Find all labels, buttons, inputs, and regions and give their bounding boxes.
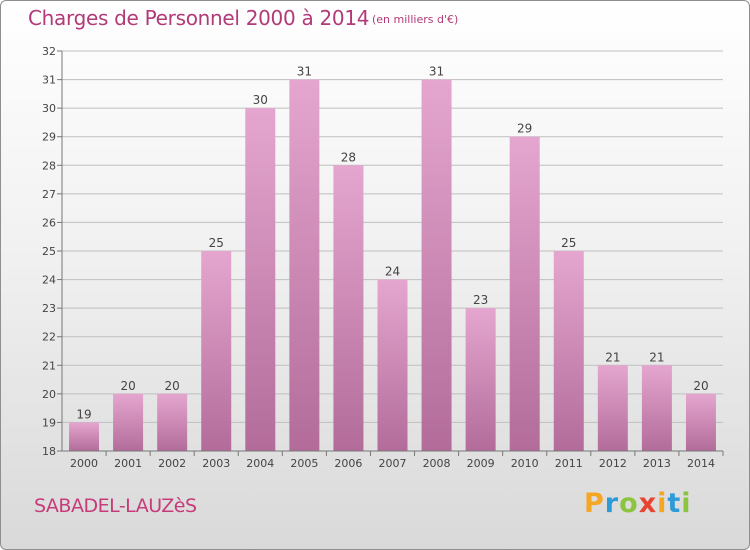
labels: 19 20 20 25 30 31 28 24 31 23 29 25 21 21 20 <box>76 65 708 422</box>
logo-letter: x <box>638 488 658 519</box>
data-label: 21 <box>649 350 664 364</box>
y-tick-label: 20 <box>42 388 56 401</box>
data-label: 20 <box>693 379 708 393</box>
x-tick-label: 2013 <box>643 457 671 470</box>
bars <box>69 79 716 452</box>
bar <box>245 108 276 452</box>
data-label: 19 <box>76 407 91 421</box>
data-label: 25 <box>209 236 224 250</box>
chart-subtitle: (en milliers d'€) <box>372 13 459 26</box>
bar <box>377 279 408 451</box>
logo-letter: P <box>584 488 605 519</box>
x-tick-label: 2005 <box>290 457 318 470</box>
bar <box>289 79 320 452</box>
data-label: 28 <box>341 150 356 164</box>
x-tick-label: 2006 <box>334 457 362 470</box>
bar <box>157 393 188 451</box>
data-label: 20 <box>120 379 135 393</box>
logo-letter: r <box>604 488 620 519</box>
y-tick-label: 27 <box>42 188 56 201</box>
bar <box>509 136 540 451</box>
bar <box>597 365 628 451</box>
y-tick-label: 30 <box>42 102 56 115</box>
data-label: 21 <box>605 350 620 364</box>
logo-letter: t <box>667 488 682 519</box>
chart-title: Charges de Personnel 2000 à 2014 <box>28 6 370 30</box>
data-label: 24 <box>385 265 400 279</box>
data-label: 25 <box>561 236 576 250</box>
y-tick-label: 21 <box>42 359 56 372</box>
data-label: 30 <box>253 93 268 107</box>
y-tick-label: 19 <box>42 416 56 429</box>
x-tick-label: 2008 <box>423 457 451 470</box>
bar <box>421 79 452 452</box>
bar <box>685 393 716 451</box>
y-tick-label: 24 <box>42 274 56 287</box>
y-tick-label: 31 <box>42 74 56 87</box>
y-tick-label: 25 <box>42 245 56 258</box>
data-label: 31 <box>429 65 444 79</box>
data-label: 31 <box>297 65 312 79</box>
bar <box>641 365 672 451</box>
x-tick-label: 2007 <box>379 457 407 470</box>
x-tick-label: 2011 <box>555 457 583 470</box>
x-tick-label: 2004 <box>246 457 274 470</box>
x-tick-label: 2009 <box>467 457 495 470</box>
x-tick-label: 2002 <box>158 457 186 470</box>
x-tick-label: 2010 <box>511 457 539 470</box>
bar <box>113 393 144 451</box>
data-label: 29 <box>517 122 532 136</box>
y-tick-label: 23 <box>42 302 56 315</box>
proxiti-logo: Proxiti <box>584 488 692 519</box>
logo-letter: i <box>681 488 692 519</box>
y-tick-label: 32 <box>42 45 56 58</box>
y-tick-label: 18 <box>42 445 56 458</box>
y-tick-label: 28 <box>42 159 56 172</box>
bar <box>553 251 584 451</box>
y-tick-label: 29 <box>42 131 56 144</box>
axes: 18 19 20 21 22 23 24 25 26 27 28 29 30 31 32 2000 2001 20… <box>42 45 724 470</box>
logo-letter: i <box>657 488 668 519</box>
data-label: 23 <box>473 293 488 307</box>
bar <box>201 251 232 451</box>
x-tick-label: 2014 <box>687 457 715 470</box>
logo-letter: o <box>619 488 639 519</box>
commune-name: SABADEL-LAUZèS <box>34 495 197 517</box>
data-label: 20 <box>165 379 180 393</box>
y-tick-label: 26 <box>42 216 56 229</box>
bar <box>333 165 364 452</box>
x-tick-label: 2001 <box>114 457 142 470</box>
bar <box>69 422 100 451</box>
x-tick-label: 2000 <box>70 457 98 470</box>
x-tick-label: 2012 <box>599 457 627 470</box>
bar <box>465 308 496 451</box>
x-tick-label: 2003 <box>202 457 230 470</box>
y-tick-label: 22 <box>42 331 56 344</box>
